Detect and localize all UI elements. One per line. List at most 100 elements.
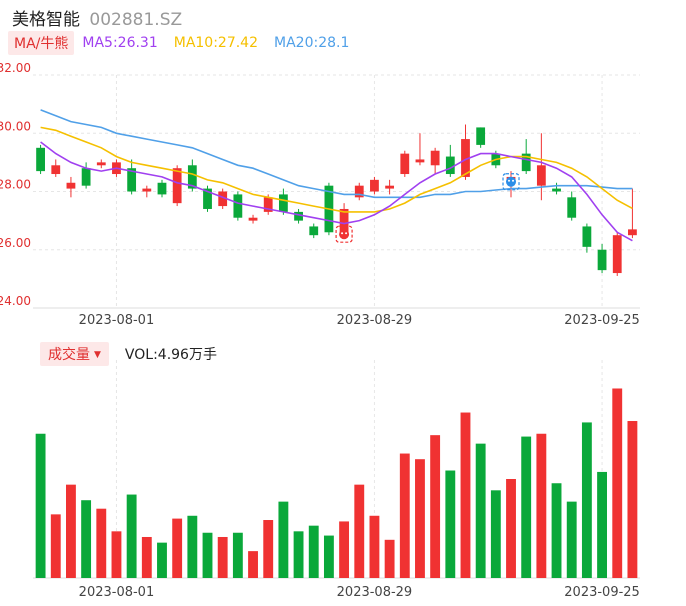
candle — [370, 179, 379, 192]
candle — [81, 168, 91, 186]
volume-bar — [460, 412, 471, 578]
volume-value: VOL:4.96万手 — [124, 347, 217, 363]
candle — [582, 226, 592, 247]
volume-bar — [323, 535, 334, 578]
candle — [294, 211, 303, 221]
ma10-legend: MA10:27.42 — [173, 35, 259, 51]
candle — [628, 229, 637, 236]
marker-eye — [512, 179, 515, 182]
candle — [536, 165, 546, 186]
volume-bar — [111, 531, 122, 578]
volume-bar — [263, 520, 274, 578]
x-tick-label: 2023-09-25 — [564, 585, 640, 600]
ma5-legend: MA5:26.31 — [82, 35, 158, 51]
candle — [127, 168, 137, 192]
candle — [157, 182, 167, 195]
x-tick-label: 2023-08-01 — [79, 585, 155, 600]
volume-bar — [384, 539, 395, 578]
volume-bar — [566, 501, 577, 578]
candle — [66, 182, 76, 189]
stock-title: 美格智能 002881.SZ — [12, 5, 182, 30]
candle — [278, 194, 288, 212]
ma-indicator-button[interactable]: MA/牛熊 — [8, 31, 75, 55]
marker-eye — [508, 179, 511, 182]
volume-bar — [612, 388, 623, 578]
volume-bar — [475, 443, 486, 578]
volume-bar — [490, 490, 501, 578]
candle — [218, 191, 228, 207]
candle — [461, 139, 470, 177]
candle — [263, 197, 273, 212]
candle — [400, 153, 410, 175]
volume-bar — [66, 484, 76, 578]
volume-bar — [597, 471, 607, 578]
candle — [385, 185, 395, 189]
candle — [142, 188, 152, 192]
volume-bar — [506, 479, 516, 578]
volume-legend: 成交量 ▼ VOL:4.96万手 — [40, 342, 217, 366]
volume-bar — [232, 532, 243, 578]
volume-bar — [415, 459, 425, 578]
volume-bar — [96, 508, 107, 578]
marker-frame — [502, 173, 520, 191]
candle — [476, 127, 486, 145]
volume-bar — [248, 551, 258, 578]
volume-bar — [278, 501, 289, 578]
bear-marker-icon — [335, 225, 353, 243]
y-tick-label: 32.00 — [0, 61, 31, 75]
caret-down-icon: ▼ — [94, 350, 101, 360]
candle — [567, 197, 577, 218]
stock-code: 002881.SZ — [89, 10, 183, 30]
volume-bar — [369, 515, 380, 578]
volume-bar — [536, 433, 547, 578]
stock-name: 美格智能 — [12, 10, 80, 30]
ma20-legend: MA20:28.1 — [274, 35, 350, 51]
candle — [597, 249, 607, 271]
bull-marker-icon — [502, 173, 520, 191]
candle — [248, 217, 258, 221]
candle — [203, 188, 212, 209]
volume-bar — [354, 484, 365, 578]
candle — [187, 165, 197, 189]
ma5-line — [40, 141, 633, 242]
ma10-line — [40, 126, 633, 213]
volume-indicator-button[interactable]: 成交量 ▼ — [40, 342, 109, 366]
volume-bar — [141, 536, 152, 578]
volume-bar — [627, 421, 638, 578]
volume-bar — [551, 483, 562, 578]
candle — [51, 165, 61, 175]
marker-eye — [345, 232, 348, 235]
y-tick-label: 28.00 — [0, 178, 31, 192]
y-tick-label: 24.00 — [0, 294, 31, 308]
volume-bar — [157, 542, 167, 578]
volume-bar — [521, 436, 532, 578]
ma-legend: MA/牛熊 MA5:26.31 MA10:27.42 MA20:28.1 — [8, 31, 365, 55]
volume-bar — [126, 494, 137, 578]
candle — [36, 147, 45, 172]
volume-badge-label: 成交量 — [48, 347, 90, 363]
candle — [612, 235, 622, 274]
volume-bar — [445, 470, 456, 578]
candle — [521, 153, 531, 172]
candle — [309, 226, 319, 236]
volume-bar — [202, 532, 213, 578]
volume-bar — [217, 536, 228, 578]
candle — [415, 159, 425, 163]
marker-face — [506, 176, 517, 187]
candle — [552, 188, 561, 192]
volume-bar — [581, 422, 592, 578]
y-tick-label: 30.00 — [0, 119, 31, 133]
candle — [339, 208, 349, 236]
candle — [96, 162, 106, 166]
y-tick-label: 26.00 — [0, 236, 31, 250]
x-tick-label: 2023-09-25 — [564, 313, 640, 328]
volume-bar — [339, 521, 350, 578]
volume-bar — [308, 525, 319, 578]
ma20-line — [40, 109, 633, 199]
volume-bar — [81, 500, 92, 578]
volume-bar — [430, 435, 441, 578]
marker-frame — [335, 225, 353, 243]
volume-bar — [187, 515, 198, 578]
volume-bar — [399, 453, 410, 578]
